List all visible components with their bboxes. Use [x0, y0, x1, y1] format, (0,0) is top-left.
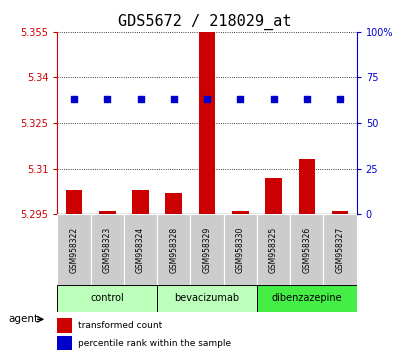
Bar — [298, 160, 315, 214]
Bar — [57, 336, 72, 350]
Text: GDS5672 / 218029_at: GDS5672 / 218029_at — [118, 14, 291, 30]
Bar — [290, 214, 323, 285]
Bar — [157, 285, 256, 312]
Text: GSM958323: GSM958323 — [103, 227, 112, 273]
Bar — [223, 214, 256, 285]
Point — [336, 96, 342, 102]
Text: dibenzazepine: dibenzazepine — [271, 293, 341, 303]
Point — [236, 96, 243, 102]
Text: GSM958330: GSM958330 — [235, 226, 244, 273]
Point — [104, 96, 110, 102]
Text: control: control — [90, 293, 124, 303]
Bar — [90, 214, 124, 285]
Bar — [190, 214, 223, 285]
Point — [270, 96, 276, 102]
Bar — [256, 214, 290, 285]
Bar — [57, 318, 72, 333]
Bar — [331, 211, 348, 214]
Text: GSM958329: GSM958329 — [202, 227, 211, 273]
Bar — [231, 211, 248, 214]
Text: bevacizumab: bevacizumab — [174, 293, 239, 303]
Bar — [99, 211, 115, 214]
Bar — [57, 285, 157, 312]
Point — [71, 96, 77, 102]
Text: agent: agent — [8, 314, 38, 324]
Point — [137, 96, 144, 102]
Point — [170, 96, 177, 102]
Bar — [57, 214, 90, 285]
Text: transformed count: transformed count — [78, 321, 162, 330]
Bar — [132, 190, 148, 214]
Bar — [256, 285, 356, 312]
Bar — [323, 214, 356, 285]
Bar — [65, 190, 82, 214]
Text: GSM958322: GSM958322 — [70, 227, 79, 273]
Text: GSM958328: GSM958328 — [169, 227, 178, 273]
Bar — [198, 32, 215, 214]
Bar — [265, 178, 281, 214]
Bar — [165, 193, 182, 214]
Point — [203, 96, 210, 102]
Text: GSM958324: GSM958324 — [136, 227, 145, 273]
Point — [303, 96, 309, 102]
Bar — [157, 214, 190, 285]
Text: GSM958325: GSM958325 — [268, 227, 277, 273]
Text: percentile rank within the sample: percentile rank within the sample — [78, 338, 230, 348]
Text: GSM958326: GSM958326 — [301, 227, 310, 273]
Bar — [124, 214, 157, 285]
Text: GSM958327: GSM958327 — [335, 227, 344, 273]
